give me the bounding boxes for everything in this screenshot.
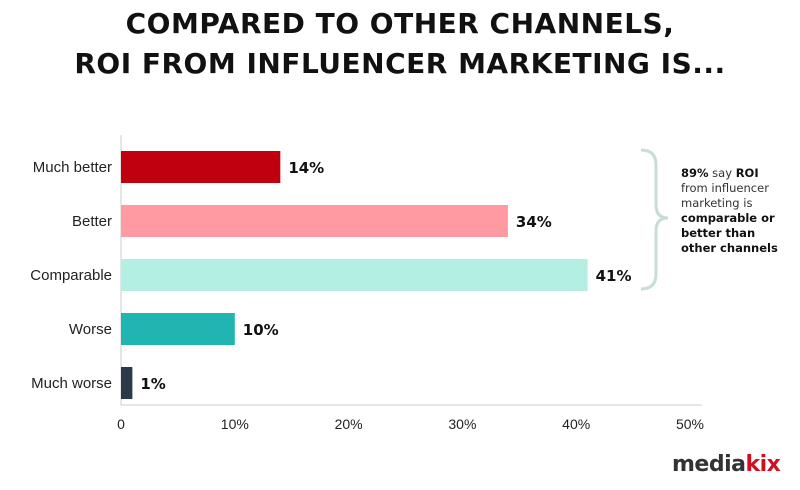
x-tick-label: 0 <box>117 416 125 432</box>
logo-text-kix: kix <box>745 452 781 477</box>
x-tick-label: 50% <box>676 416 704 432</box>
category-label: Better <box>72 213 112 230</box>
annotation-part: comparable or better than other channels <box>681 211 778 255</box>
data-label: 10% <box>243 321 279 339</box>
bar-much-worse <box>121 367 133 399</box>
chart-title-line-1: COMPARED TO OTHER CHANNELS, <box>125 7 675 40</box>
data-label: 41% <box>596 267 632 285</box>
bar-better <box>121 205 508 237</box>
mediakix-logo: mediakix <box>672 452 781 477</box>
data-label: 14% <box>288 159 324 177</box>
annotation-part: from influencer marketing is <box>681 181 769 210</box>
bar-much-better <box>121 151 281 183</box>
chart-title-line-2: ROI FROM INFLUENCER MARKETING IS... <box>74 47 726 80</box>
annotation-bracket <box>640 148 669 291</box>
annotation-text: 89% say ROI from influencer marketing is… <box>681 166 800 256</box>
category-label: Worse <box>69 321 112 338</box>
bar-worse <box>121 313 235 345</box>
x-tick-label: 30% <box>448 416 476 432</box>
annotation-part: ROI <box>735 166 759 180</box>
category-label: Much worse <box>31 375 112 392</box>
x-tick-label: 20% <box>335 416 363 432</box>
chart-title: COMPARED TO OTHER CHANNELS, ROI FROM INF… <box>0 4 800 84</box>
category-label: Comparable <box>30 267 112 284</box>
logo-text-media: media <box>672 452 746 477</box>
annotation-part: say <box>708 166 736 180</box>
x-tick-label: 40% <box>562 416 590 432</box>
data-label: 1% <box>140 375 165 393</box>
data-label: 34% <box>516 213 552 231</box>
annotation-part: 89% <box>681 166 709 180</box>
bar-comparable <box>121 259 588 291</box>
category-label: Much better <box>33 159 112 176</box>
x-tick-label: 10% <box>221 416 249 432</box>
